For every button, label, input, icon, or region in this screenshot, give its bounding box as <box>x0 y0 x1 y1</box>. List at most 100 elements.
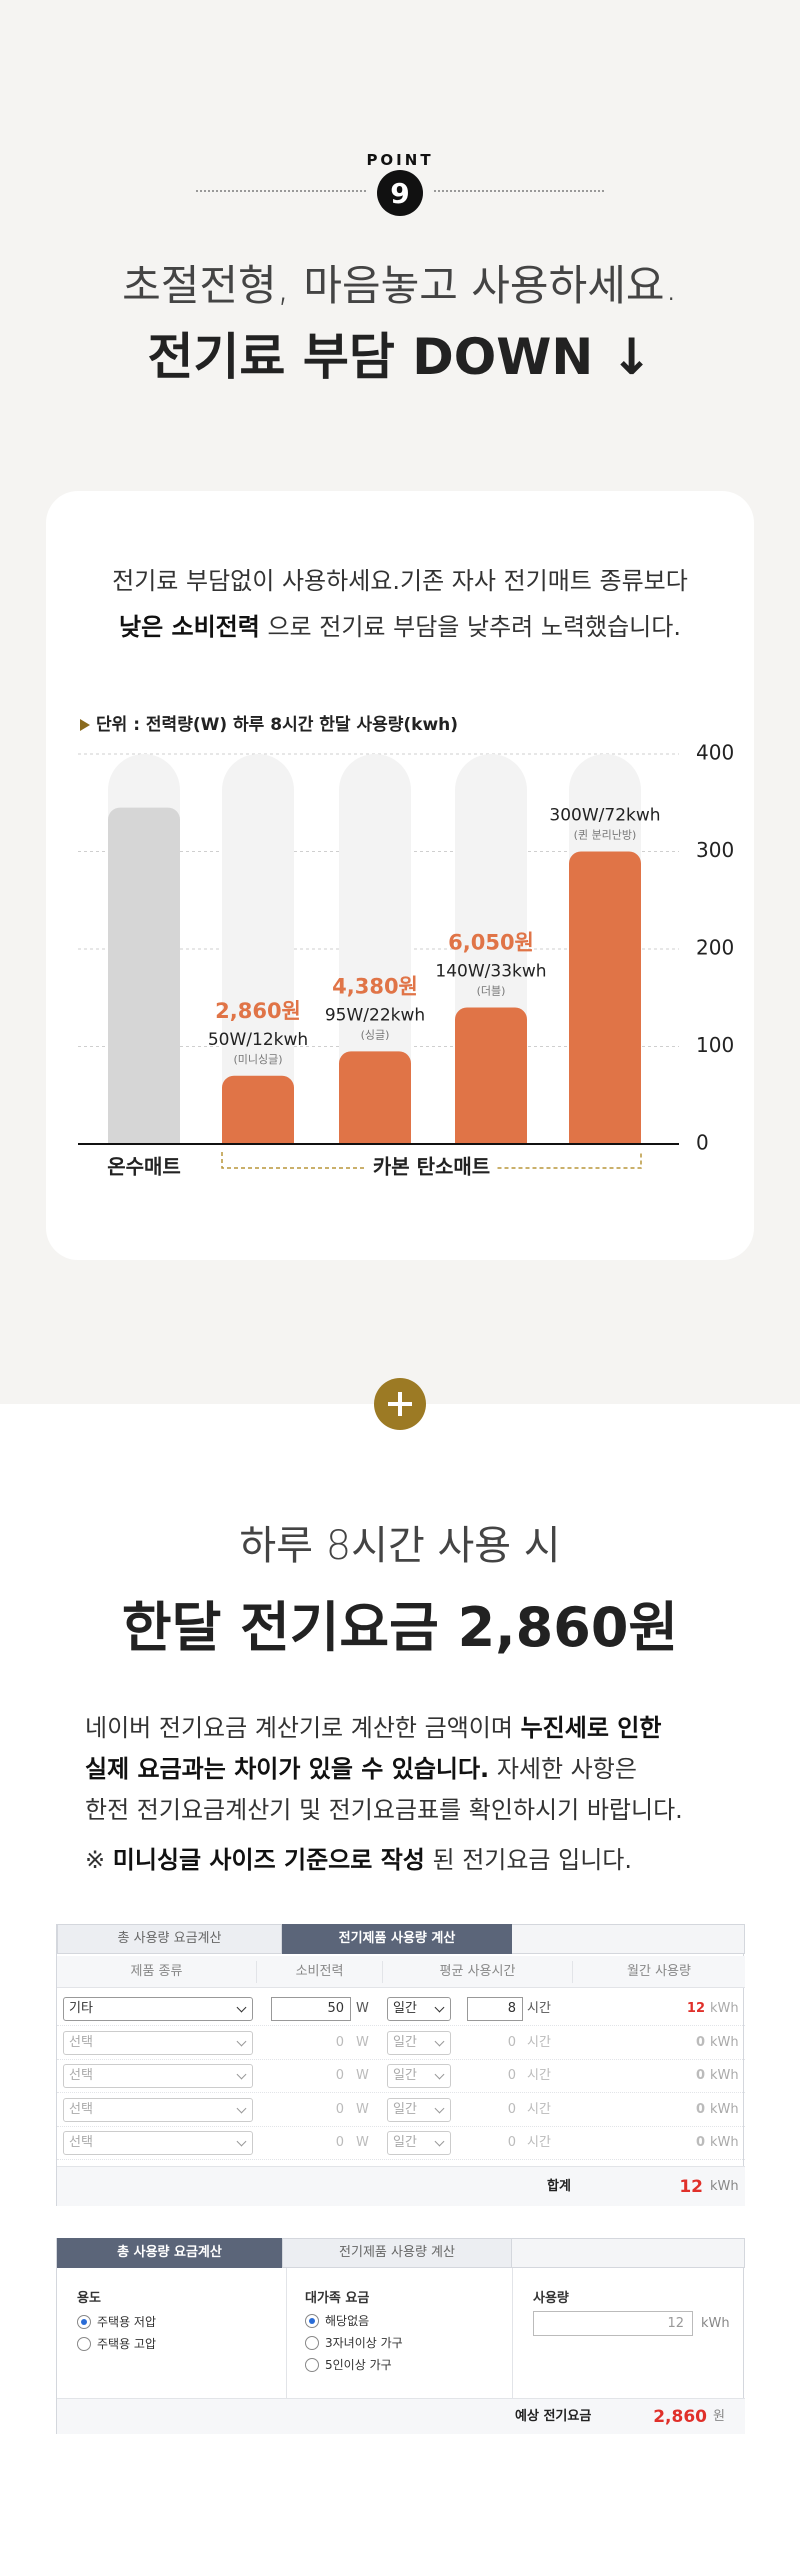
column-header: 평균 사용시간 <box>382 1961 572 1983</box>
unit: W <box>356 2101 369 2117</box>
tab-rest <box>512 1924 745 1954</box>
dotted-rule <box>434 190 604 192</box>
text: 자세한 사항은 <box>489 1755 637 1783</box>
select[interactable]: 선택 <box>63 2131 253 2155</box>
spec-label: 140W/33kwh <box>435 962 546 982</box>
input[interactable]: 0 <box>507 2101 516 2117</box>
row-divider <box>57 2025 745 2026</box>
input[interactable]: 0 <box>335 2101 344 2117</box>
select[interactable]: 일간 <box>387 2064 451 2088</box>
table-header: 제품 종류 소비전력 평균 사용시간 월간 사용량 <box>57 1956 745 1988</box>
y-tick-label: 100 <box>696 1033 734 1057</box>
note-label: (싱글) <box>361 1028 390 1041</box>
title: 한달 전기요금 2,860원 <box>121 1596 679 1660</box>
unit: kWh <box>710 2068 739 2083</box>
select[interactable]: 선택 <box>63 2064 253 2088</box>
tab[interactable]: 전기제품 사용량 계산 <box>282 1924 512 1954</box>
plus-bar <box>398 1392 402 1416</box>
input[interactable]: 0 <box>507 2068 516 2083</box>
headline-bold: 전기료 부담 DOWN ↓ <box>147 328 653 386</box>
badge-circle <box>377 170 423 216</box>
unit: 시간 <box>527 2135 551 2150</box>
monthly-value: 0 <box>695 2135 705 2150</box>
unit-label: 단위 : 전력량(W) 하루 8시간 한달 사용량(kwh) <box>96 714 458 735</box>
select[interactable]: 일간 <box>387 2097 451 2122</box>
unit: W <box>356 2001 369 2016</box>
column-header: 제품 종류 <box>130 1964 183 1979</box>
text: 으로 전기료 부담을 낮추려 노력했습니다. <box>259 613 681 641</box>
radio-label[interactable]: 해당없음 <box>325 2314 370 2328</box>
tab-label[interactable]: 전기제품 사용량 계산 <box>338 1931 456 1946</box>
spec-label: 95W/22kwh <box>325 1005 425 1025</box>
unit: W <box>356 2034 369 2050</box>
bar <box>339 1051 411 1144</box>
tab-label[interactable]: 총 사용량 요금계산 <box>117 2245 222 2260</box>
bold-text: 낮은 소비전력 <box>119 613 260 641</box>
input[interactable]: 8 <box>467 1997 523 2021</box>
monthly-value: 0 <box>695 2034 705 2050</box>
input[interactable]: 0 <box>507 2034 516 2050</box>
bar <box>569 851 641 1144</box>
radio-label[interactable]: 3자녀이상 가구 <box>325 2336 403 2350</box>
badge-number: 9 <box>390 177 410 211</box>
input[interactable]: 0 <box>335 2068 344 2083</box>
text: ※ <box>85 1846 113 1874</box>
input[interactable]: 12 <box>533 2311 693 2336</box>
input[interactable]: 0 <box>335 2034 344 2050</box>
radio[interactable] <box>77 2315 91 2329</box>
radio[interactable] <box>77 2337 91 2351</box>
group-bracket <box>221 1152 642 1169</box>
tab[interactable]: 전기제품 사용량 계산 <box>282 2238 512 2268</box>
unit: 시간 <box>527 2001 551 2016</box>
bold-text: 미니싱글 사이즈 기준으로 작성 <box>112 1846 425 1874</box>
radio[interactable] <box>305 2358 319 2372</box>
y-tick-label: 400 <box>696 741 734 765</box>
select[interactable]: 선택 <box>63 2030 253 2055</box>
bold-text: 누진세로 인한 <box>520 1714 662 1742</box>
total-row: 합계 12 kWh <box>57 2166 745 2206</box>
tab-rest <box>512 2238 745 2268</box>
radio[interactable] <box>305 2336 319 2350</box>
radio-label[interactable]: 주택용 고압 <box>97 2337 157 2351</box>
select[interactable]: 일간 <box>387 2030 451 2055</box>
calculator: 총 사용량 요금계산 전기제품 사용량 계산 용도 주택용 저압 주택용 고압 대가족 요… <box>56 2238 745 2434</box>
row-divider <box>57 2159 745 2160</box>
tab[interactable]: 총 사용량 요금계산 <box>57 1924 282 1954</box>
select[interactable]: 일간 <box>387 1997 451 2021</box>
tab[interactable]: 총 사용량 요금계산 <box>57 2238 282 2268</box>
row-divider <box>57 2058 745 2060</box>
bar <box>455 1007 527 1144</box>
monthly-value: 12 <box>686 2001 705 2016</box>
headline: 초절전형, 마음놓고 사용하세요. <box>122 260 678 310</box>
subtitle: 하루 8시간 사용 시 <box>239 1523 561 1569</box>
unit-marker <box>80 719 90 731</box>
select[interactable]: 일간 <box>387 2131 451 2155</box>
bar-background <box>339 754 411 1144</box>
text: 한전 전기요금계산기 및 전기요금표를 확인하시기 바랍니다. <box>85 1796 683 1824</box>
select[interactable]: 선택 <box>63 2097 253 2122</box>
unit: W <box>356 2135 369 2150</box>
input[interactable]: 0 <box>335 2135 344 2150</box>
y-tick-label: 200 <box>696 936 734 960</box>
tab-label[interactable]: 총 사용량 요금계산 <box>117 1931 222 1946</box>
input[interactable]: 50 <box>271 1997 351 2021</box>
unit: kWh <box>710 2001 739 2016</box>
bar <box>222 1075 294 1144</box>
radio-label[interactable]: 주택용 저압 <box>97 2315 157 2329</box>
y-tick-label: 300 <box>696 838 734 862</box>
spec-label: 50W/12kwh <box>208 1030 308 1050</box>
price-label: 4,380원 <box>332 974 418 998</box>
radio-label[interactable]: 5인이상 가구 <box>325 2358 392 2372</box>
text: 된 전기요금 입니다. <box>424 1846 633 1874</box>
unit: kWh <box>710 2179 739 2194</box>
bold-text: 실제 요금과는 차이가 있을 수 있습니다. <box>85 1755 490 1783</box>
input[interactable]: 0 <box>507 2135 516 2150</box>
monthly-value: 0 <box>695 2101 705 2117</box>
tab-label[interactable]: 전기제품 사용량 계산 <box>339 2245 455 2260</box>
select[interactable]: 기타 <box>63 1997 253 2021</box>
unit: W <box>356 2068 369 2083</box>
radio[interactable] <box>305 2314 319 2328</box>
fee-label: 예상 전기요금 <box>515 2409 592 2424</box>
